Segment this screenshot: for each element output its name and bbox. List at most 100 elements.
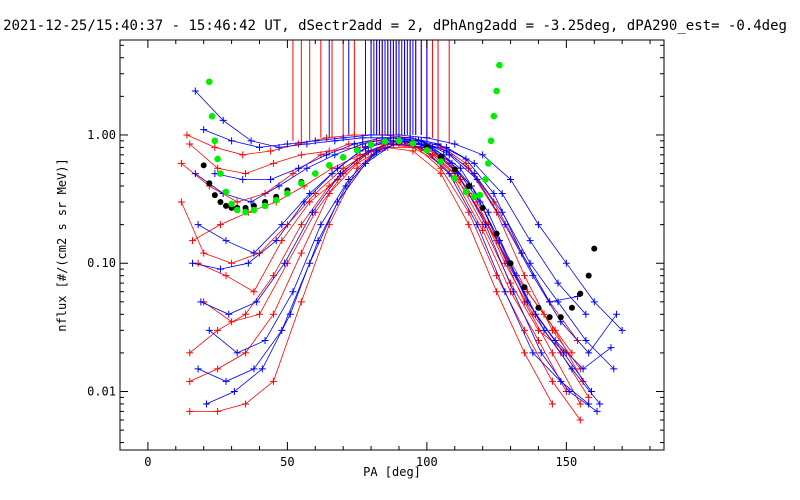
blue-point-9-10 bbox=[473, 221, 481, 229]
fit-green-dot-1 bbox=[205, 78, 213, 86]
blue-point-6-0 bbox=[205, 326, 213, 334]
red-point-3-5 bbox=[325, 221, 333, 229]
blue-point-5-5 bbox=[339, 134, 347, 142]
blue-point-4-5 bbox=[334, 164, 342, 172]
chart-title: 2021-12-25/15:40:37 - 15:46:42 UT, dSect… bbox=[3, 18, 787, 34]
blue-point-7-0 bbox=[189, 259, 197, 267]
blue-point-1-3 bbox=[275, 182, 283, 190]
red-point-0-12 bbox=[521, 272, 529, 280]
red-point-4-14 bbox=[585, 393, 593, 401]
blue-point-5-14 bbox=[590, 298, 598, 306]
fit-green-dot-26 bbox=[462, 188, 470, 196]
blue-point-0-0 bbox=[191, 87, 199, 95]
red-point-4-1 bbox=[222, 272, 230, 280]
red-point-5-4 bbox=[289, 170, 297, 178]
red-point-0-1 bbox=[214, 164, 222, 172]
red-point-9-0 bbox=[189, 237, 197, 245]
blue-point-5-13 bbox=[562, 259, 570, 267]
fit-green-dot-16 bbox=[325, 162, 333, 169]
blue-point-7-14 bbox=[579, 365, 587, 373]
blue-point-8-9 bbox=[462, 155, 470, 163]
blue-point-5-2 bbox=[255, 143, 263, 151]
blue-series-line-6 bbox=[209, 140, 601, 405]
blue-point-7-4 bbox=[300, 198, 308, 206]
blue-point-7-5 bbox=[328, 170, 336, 178]
red-point-8-3 bbox=[267, 147, 275, 155]
red-point-3-2 bbox=[242, 400, 250, 408]
red-point-4-2 bbox=[250, 288, 258, 296]
blue-point-1-13 bbox=[554, 298, 562, 306]
fit-green-dot-7 bbox=[228, 200, 235, 208]
fit-black-dot-31 bbox=[557, 314, 564, 321]
red-point-7-5 bbox=[325, 189, 333, 197]
blue-point-5-7 bbox=[395, 131, 403, 139]
red-point-3-0 bbox=[186, 407, 194, 415]
red-point-2-13 bbox=[548, 349, 556, 357]
fit-green-dot-5 bbox=[217, 170, 224, 177]
fit-green-dot-32 bbox=[490, 112, 498, 120]
red-series-line-7 bbox=[189, 146, 553, 405]
red-point-2-1 bbox=[214, 326, 222, 334]
fit-black-dot-2 bbox=[211, 192, 218, 199]
red-point-6-2 bbox=[255, 310, 263, 318]
red-point-7-12 bbox=[521, 349, 529, 357]
fit-green-dot-21 bbox=[395, 137, 403, 145]
blue-point-7-1 bbox=[216, 265, 224, 273]
fit-green-dot-6 bbox=[222, 188, 230, 196]
blue-point-4-0 bbox=[194, 221, 202, 229]
x-axis-label: PA [deg] bbox=[363, 465, 421, 479]
red-point-0-2 bbox=[242, 170, 250, 178]
blue-point-6-1 bbox=[233, 349, 241, 357]
blue-point-1-14 bbox=[582, 336, 590, 344]
blue-series-line-3 bbox=[206, 140, 598, 412]
red-point-5-14 bbox=[568, 349, 576, 357]
fit-green-dot-2 bbox=[208, 112, 216, 120]
blue-point-8-2 bbox=[267, 175, 275, 183]
red-point-8-4 bbox=[295, 140, 303, 148]
fit-black-dot-1 bbox=[206, 180, 213, 187]
red-point-6-12 bbox=[534, 336, 542, 344]
fit-black-dot-22 bbox=[437, 153, 444, 160]
blue-point-2-13 bbox=[560, 349, 568, 357]
fit-green-dot-12 bbox=[272, 196, 280, 204]
red-point-7-11 bbox=[493, 288, 501, 296]
blue-point-7-3 bbox=[272, 237, 280, 245]
blue-point-4-14 bbox=[585, 349, 593, 357]
blue-point-9-7 bbox=[389, 140, 397, 148]
red-point-2-4 bbox=[297, 221, 305, 229]
red-point-3-1 bbox=[214, 407, 222, 415]
fit-green-dot-19 bbox=[367, 141, 375, 148]
red-point-7-13 bbox=[548, 400, 556, 408]
red-point-7-6 bbox=[353, 159, 361, 167]
blue-point-1-10 bbox=[470, 170, 478, 178]
plot-frame bbox=[119, 39, 665, 451]
blue-point-0-12 bbox=[526, 237, 534, 245]
blue-point-5-8 bbox=[423, 134, 431, 142]
fit-green-dot-13 bbox=[284, 190, 291, 197]
fit-black-dot-35 bbox=[591, 245, 598, 252]
x-tick-label-1: 50 bbox=[280, 455, 294, 469]
red-point-8-1 bbox=[211, 143, 219, 151]
blue-point-0-13 bbox=[554, 279, 562, 287]
blue-point-4-2 bbox=[250, 249, 258, 257]
blue-point-4-3 bbox=[278, 221, 286, 229]
blue-point-4-6 bbox=[361, 143, 369, 151]
fit-black-dot-32 bbox=[568, 304, 575, 311]
blue-point-7-2 bbox=[244, 259, 252, 267]
blue-point-2-0 bbox=[197, 298, 205, 306]
fit-green-dot-3 bbox=[211, 137, 219, 145]
blue-point-3-14 bbox=[593, 407, 601, 415]
fit-green-dot-34 bbox=[496, 61, 503, 69]
x-tick-label-2: 100 bbox=[416, 455, 438, 469]
blue-point-8-7 bbox=[406, 134, 414, 142]
red-point-7-8 bbox=[409, 147, 417, 155]
fit-green-dot-14 bbox=[298, 179, 305, 187]
fit-black-dot-29 bbox=[535, 304, 542, 311]
blue-point-9-12 bbox=[529, 349, 537, 357]
blue-point-6-6 bbox=[373, 147, 381, 155]
blue-point-0-11 bbox=[498, 189, 506, 197]
red-point-3-14 bbox=[576, 416, 584, 424]
fit-black-dot-28 bbox=[521, 284, 528, 291]
blue-point-3-1 bbox=[230, 388, 238, 396]
